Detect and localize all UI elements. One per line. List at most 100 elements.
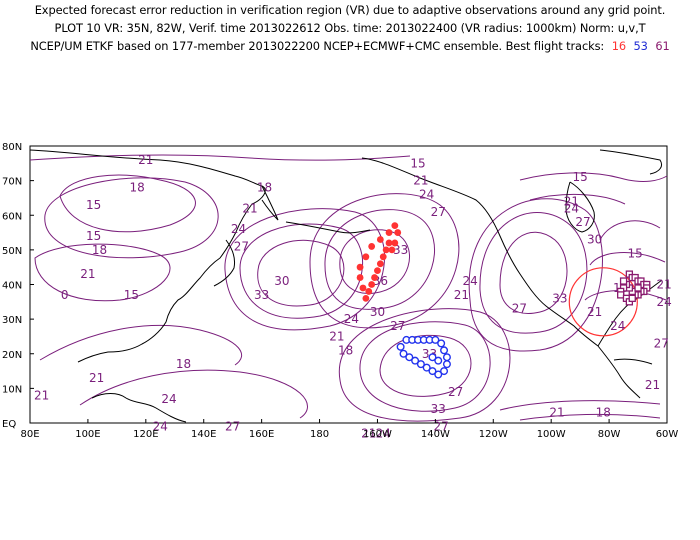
- contour-line: [309, 193, 460, 329]
- track-point-blue: [437, 339, 446, 348]
- latitude-label: 80N: [2, 142, 22, 153]
- track-point-red: [388, 246, 396, 254]
- contour-label: 18: [338, 343, 353, 357]
- verification-region-circle: [568, 267, 638, 337]
- track-point-red: [379, 253, 387, 261]
- contour-label: 21: [645, 378, 660, 392]
- track-point-red: [374, 267, 381, 275]
- contour-line: [519, 413, 661, 421]
- track-point-blue: [442, 353, 451, 362]
- alaska-coastline: [361, 157, 599, 347]
- flight-track-red: [356, 222, 402, 302]
- contour-label: 21: [656, 278, 671, 292]
- contour-line: [239, 223, 363, 319]
- contour-label: 33: [431, 402, 446, 416]
- track-point-blue: [399, 349, 408, 358]
- contour-line: [599, 220, 661, 241]
- contour-label: 21: [564, 194, 579, 208]
- track-point-blue: [428, 367, 437, 376]
- longitude-label: 60W: [656, 429, 679, 440]
- asia-coastline: [29, 149, 266, 363]
- aleutian-islands: [285, 221, 371, 234]
- flight-track-purple: [617, 270, 651, 306]
- track-point-red: [359, 284, 367, 292]
- contour-label: 21: [138, 153, 153, 167]
- contour-label: 33: [254, 288, 269, 302]
- contour-line: [39, 324, 242, 366]
- contour-label: 24: [610, 319, 625, 333]
- longitude-label: 80W: [598, 429, 621, 440]
- contour-line: [257, 239, 345, 307]
- maritime-continent-coastline: [91, 393, 187, 423]
- track-point-purple: [617, 291, 625, 299]
- track-point-red: [368, 243, 376, 250]
- longitude-labels: 80E 100E 120E 140E 160E 180 160W 140W 120W 100W 80…: [20, 419, 678, 440]
- contour-line: [324, 209, 435, 310]
- contour-label: 18: [92, 243, 107, 257]
- longitude-label: 180: [310, 429, 329, 440]
- latitude-labels: 80N 70N 60N 50N 40N 30N 20N 10N EQ: [2, 142, 34, 430]
- contour-label: 18: [129, 181, 144, 195]
- track-point-red: [356, 263, 364, 271]
- contour-line: [359, 321, 491, 412]
- contour-label: 30: [587, 232, 602, 246]
- map-frame: [29, 145, 668, 424]
- contour-line: [379, 334, 472, 397]
- track-point-blue: [434, 370, 443, 379]
- plot-subtitle-verification: PLOT 10 VR: 35N, 82W, Verif. time 201302…: [54, 21, 646, 35]
- latitude-label: 40N: [2, 281, 22, 292]
- contour-line: [339, 229, 410, 294]
- track-point-red: [368, 281, 376, 288]
- contour-label: 15: [572, 170, 587, 184]
- contour-label: 15: [410, 156, 425, 170]
- contour-lines: [29, 154, 668, 422]
- latitude-label: 50N: [2, 246, 22, 257]
- contour-label: 27: [575, 215, 590, 229]
- longitude-label: 160W: [363, 429, 392, 440]
- track-point-red: [371, 274, 378, 281]
- contour-label: 21: [89, 371, 104, 385]
- contour-label: 15: [628, 246, 643, 260]
- contour-line: [468, 198, 603, 352]
- contour-label: 21: [80, 267, 95, 281]
- contour-label: 15: [86, 198, 101, 212]
- contour-label: 18: [257, 181, 272, 195]
- track-point-red: [391, 222, 399, 230]
- contour-label: 21: [549, 406, 564, 420]
- contour-line: [519, 172, 668, 182]
- contour-line: [499, 231, 568, 314]
- track-point-red: [365, 288, 373, 295]
- contour-label: 21: [329, 329, 344, 343]
- contour-line: [59, 174, 196, 233]
- contour-label: 27: [448, 385, 463, 399]
- contour-label: 21: [413, 174, 428, 188]
- track-point-blue: [405, 353, 414, 362]
- contour-label: 27: [225, 419, 240, 433]
- contour-label: 30: [370, 305, 385, 319]
- longitude-label: 140E: [191, 429, 216, 440]
- kamchatka-coastline: [261, 185, 279, 221]
- latitude-label: 70N: [2, 177, 22, 188]
- contour-label: 21: [587, 305, 602, 319]
- contour-line: [79, 369, 308, 419]
- contour-label: 27: [234, 239, 249, 253]
- track-point-red: [362, 294, 370, 302]
- contour-label: 24: [344, 312, 359, 326]
- longitude-label: 160E: [249, 429, 274, 440]
- track-point-blue: [434, 356, 443, 365]
- contour-label: 24: [419, 187, 434, 201]
- track-point-purple: [628, 294, 636, 303]
- central-america-coastline: [597, 345, 641, 399]
- latitude-label: 60N: [2, 211, 22, 222]
- track-point-red: [382, 246, 390, 254]
- track-label-purple: 61: [655, 39, 670, 53]
- contour-line: [34, 243, 171, 302]
- contour-label: 0: [61, 288, 69, 302]
- longitude-label: 100E: [75, 429, 100, 440]
- contour-label: 21: [34, 388, 49, 402]
- contour-label: 24: [153, 419, 168, 433]
- contour-line: [224, 208, 385, 331]
- contour-label: 33: [552, 291, 567, 305]
- contour-label: 27: [431, 205, 446, 219]
- track-point-red: [356, 274, 364, 281]
